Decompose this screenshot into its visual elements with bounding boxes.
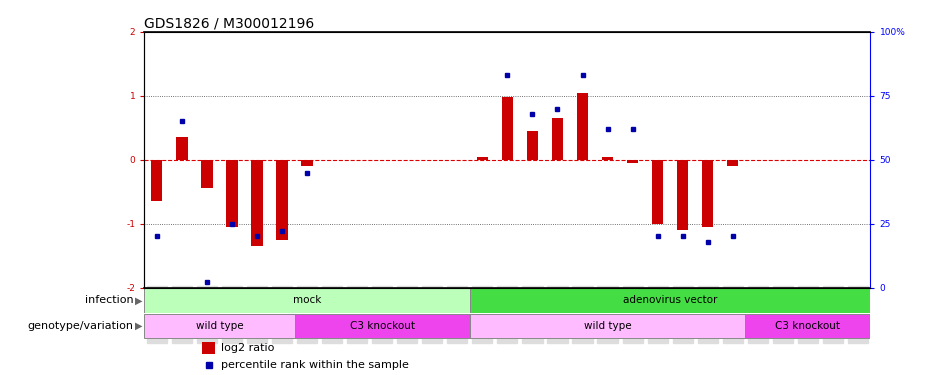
Text: mock: mock <box>293 296 321 305</box>
Bar <box>627 160 639 163</box>
Bar <box>470 314 746 338</box>
Bar <box>201 160 212 189</box>
Text: C3 knockout: C3 knockout <box>776 321 841 331</box>
Bar <box>302 160 313 166</box>
Bar <box>577 93 588 160</box>
Bar <box>677 160 688 230</box>
Bar <box>144 288 470 313</box>
Text: genotype/variation: genotype/variation <box>27 321 133 331</box>
Text: log2 ratio: log2 ratio <box>221 344 274 354</box>
Bar <box>652 160 663 224</box>
Bar <box>502 97 513 160</box>
Text: ▶: ▶ <box>135 321 142 331</box>
Bar <box>702 160 713 227</box>
Bar <box>144 314 294 338</box>
Text: GDS1826 / M300012196: GDS1826 / M300012196 <box>144 17 315 31</box>
Text: ▶: ▶ <box>135 296 142 305</box>
Bar <box>477 156 488 160</box>
Text: percentile rank within the sample: percentile rank within the sample <box>221 360 409 370</box>
Text: wild type: wild type <box>196 321 243 331</box>
Bar <box>251 160 263 246</box>
Bar <box>151 160 163 201</box>
Bar <box>470 288 870 313</box>
Bar <box>527 131 538 160</box>
Bar <box>226 160 237 227</box>
Bar <box>202 342 215 354</box>
Text: infection: infection <box>85 296 133 305</box>
Bar <box>727 160 738 166</box>
Bar <box>746 314 870 338</box>
Bar <box>552 118 563 160</box>
Text: adenovirus vector: adenovirus vector <box>623 296 718 305</box>
Bar <box>294 314 470 338</box>
Bar <box>176 137 187 160</box>
Bar <box>602 156 614 160</box>
Bar <box>277 160 288 240</box>
Text: C3 knockout: C3 knockout <box>350 321 414 331</box>
Text: wild type: wild type <box>584 321 631 331</box>
